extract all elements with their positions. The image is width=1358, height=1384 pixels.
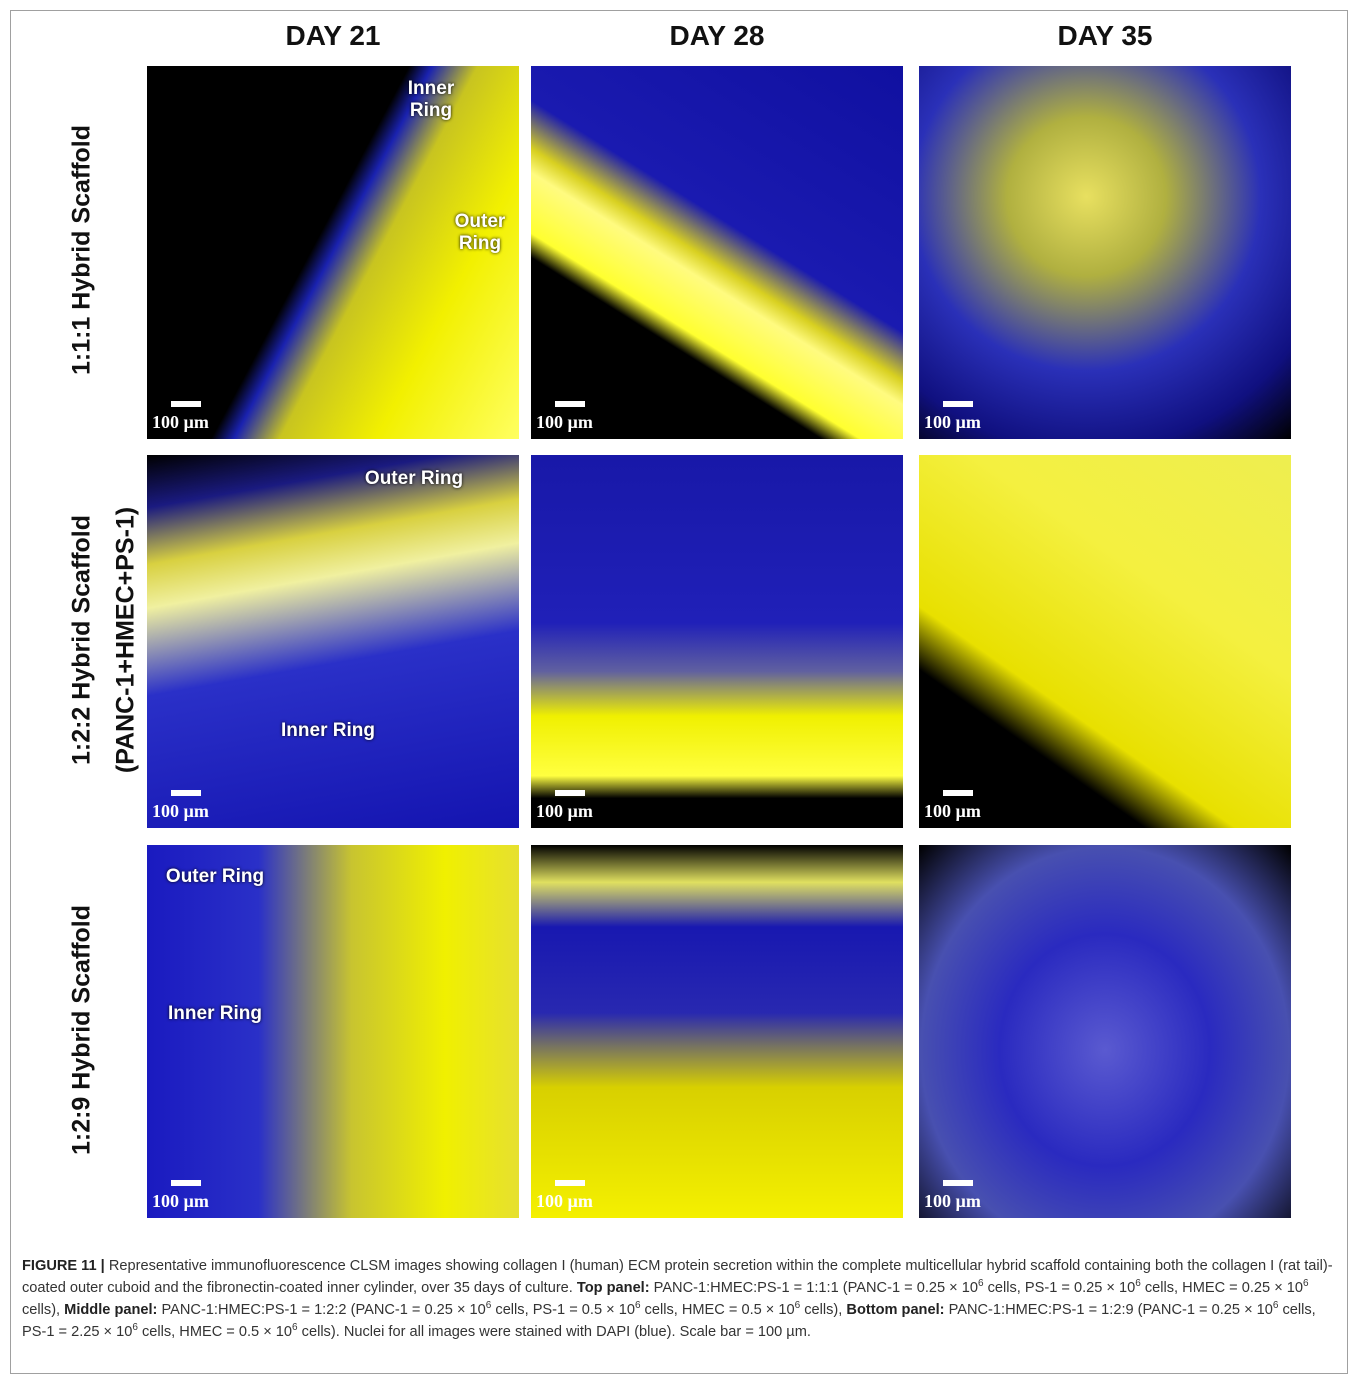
caption-text: cells). Nuclei for all images were stain… (298, 1324, 811, 1340)
micrograph: 100 µm (531, 455, 903, 828)
caption-text: cells, PS-1 = 0.5 × 10 (491, 1302, 635, 1318)
figure-page: FIGURE 11 | Representative immunofluores… (0, 0, 1358, 1384)
caption-text: Bottom panel: (846, 1302, 944, 1318)
caption-text: cells, PS-1 = 0.25 × 10 (984, 1280, 1136, 1296)
micrograph: Outer Ring Inner Ring 100 µm (147, 455, 519, 828)
scale-bar (555, 401, 585, 407)
column-header: DAY 28 (567, 20, 867, 52)
caption-text: PANC-1:HMEC:PS-1 = 1:1:1 (PANC-1 = 0.25 … (650, 1280, 978, 1296)
scale-label: 100 µm (924, 1191, 981, 1212)
row-label: 1:2:9 Hybrid Scaffold (68, 905, 97, 1155)
caption-text: cells), (22, 1302, 64, 1318)
scale-bar (943, 401, 973, 407)
caption-text: Top panel: (577, 1280, 650, 1296)
caption-text: FIGURE 11 | (22, 1258, 105, 1274)
micrograph: 100 µm (531, 845, 903, 1218)
figure-caption: FIGURE 11 | Representative immunofluores… (22, 1255, 1340, 1343)
caption-text: cells, HMEC = 0.5 × 10 (641, 1302, 795, 1318)
scale-bar (171, 401, 201, 407)
caption-text: 6 (1303, 1278, 1309, 1289)
micrograph: Outer Ring Inner Ring 100 µm (147, 845, 519, 1218)
column-header: DAY 35 (955, 20, 1255, 52)
scale-label: 100 µm (924, 801, 981, 822)
panel-annotation: Inner Ring (281, 720, 375, 742)
micrograph: 100 µm (919, 845, 1291, 1218)
micrograph: 100 µm (919, 66, 1291, 439)
micrograph: 100 µm (531, 66, 903, 439)
scale-bar (555, 1180, 585, 1186)
scale-bar (555, 790, 585, 796)
row-label: 1:2:2 Hybrid Scaffold (68, 515, 97, 765)
column-header: DAY 21 (183, 20, 483, 52)
scale-label: 100 µm (536, 1191, 593, 1212)
caption-text: PANC-1:HMEC:PS-1 = 1:2:9 (PANC-1 = 0.25 … (945, 1302, 1273, 1318)
panel-annotation: Inner Ring (168, 1003, 262, 1025)
scale-bar (171, 1180, 201, 1186)
panel-annotation: Outer Ring (450, 211, 510, 255)
row-label: 1:1:1 Hybrid Scaffold (68, 125, 97, 375)
scale-label: 100 µm (152, 1191, 209, 1212)
scale-label: 100 µm (536, 412, 593, 433)
micrograph: 100 µm (919, 455, 1291, 828)
caption-text: cells, HMEC = 0.25 × 10 (1141, 1280, 1303, 1296)
panel-annotation: Outer Ring (365, 468, 463, 490)
scale-label: 100 µm (152, 801, 209, 822)
scale-label: 100 µm (924, 412, 981, 433)
scale-label: 100 µm (152, 412, 209, 433)
caption-text: cells), (800, 1302, 846, 1318)
panel-annotation: Outer Ring (166, 866, 264, 888)
scale-bar (943, 1180, 973, 1186)
micrograph: Inner Ring Outer Ring 100 µm (147, 66, 519, 439)
caption-text: Middle panel: (64, 1302, 157, 1318)
caption-text: cells, HMEC = 0.5 × 10 (138, 1324, 292, 1340)
scale-bar (943, 790, 973, 796)
scale-label: 100 µm (536, 801, 593, 822)
caption-text: PANC-1:HMEC:PS-1 = 1:2:2 (PANC-1 = 0.25 … (157, 1302, 485, 1318)
row-label: (PANC-1+HMEC+PS-1) (112, 507, 141, 773)
scale-bar (171, 790, 201, 796)
panel-annotation: Inner Ring (387, 78, 475, 122)
